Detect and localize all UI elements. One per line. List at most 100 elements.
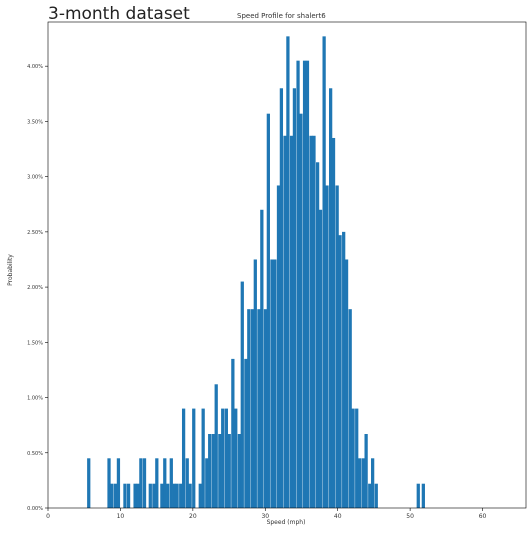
histogram-bar	[371, 458, 375, 508]
histogram-bar	[148, 483, 152, 508]
histogram-bar	[166, 483, 170, 508]
x-tick-label: 10	[117, 513, 125, 520]
histogram-bar	[172, 483, 176, 508]
histogram-bar	[152, 483, 156, 508]
histogram-bar	[198, 483, 202, 508]
y-tick-label: 4.00%	[27, 64, 43, 70]
histogram-bar	[286, 36, 290, 509]
histogram-bar	[185, 458, 189, 508]
histogram-bar	[305, 60, 310, 508]
y-axis-label: Probability	[7, 254, 14, 286]
histogram-bar	[257, 309, 261, 508]
y-axis-ticks: 0.00% 0.50% 1.00% 1.50% 2.00% 2.50% 3.00% 3.50%…	[27, 64, 48, 512]
histogram-bar	[163, 458, 167, 508]
histogram-bar	[263, 309, 268, 508]
histogram-bar	[322, 36, 326, 509]
y-tick-label: 0.50%	[27, 451, 43, 457]
histogram-bar	[87, 458, 91, 508]
histogram-bar	[368, 483, 372, 508]
chart-title: Speed Profile for shalert6	[237, 12, 326, 20]
histogram-bar	[136, 483, 140, 508]
histogram-bar	[318, 209, 323, 508]
header-title: 3-month dataset	[48, 4, 190, 24]
y-tick-label: 2.50%	[27, 230, 43, 236]
x-tick-label: 20	[189, 513, 197, 520]
histogram-bar	[312, 135, 316, 508]
x-tick-label: 40	[334, 513, 342, 520]
histogram-bars	[87, 36, 425, 509]
y-tick-label: 3.50%	[27, 119, 43, 125]
histogram-bar	[331, 137, 336, 509]
histogram-bar	[179, 483, 183, 508]
histogram-bar	[325, 185, 329, 508]
histogram-bar	[155, 458, 159, 508]
x-tick-label: 30	[261, 513, 269, 520]
histogram-bar	[253, 259, 257, 508]
histogram-bar	[214, 384, 218, 508]
histogram-bar	[218, 434, 222, 508]
histogram-bar	[421, 483, 425, 508]
histogram-bar	[329, 88, 333, 509]
x-axis-label: Speed (mph)	[267, 519, 306, 526]
histogram-bar	[342, 231, 346, 509]
histogram-bar	[188, 483, 192, 508]
histogram-bar	[231, 358, 235, 508]
histogram-bar	[123, 483, 127, 508]
histogram-bar	[357, 458, 362, 508]
histogram-bar	[260, 209, 264, 508]
histogram-bar	[116, 458, 121, 508]
histogram-bar	[351, 408, 355, 508]
histogram-bar	[273, 259, 277, 508]
histogram-bar	[205, 458, 209, 508]
histogram-bar	[374, 483, 378, 508]
histogram-bar	[221, 408, 225, 508]
histogram-bar	[110, 483, 114, 508]
histogram-bar	[227, 434, 231, 508]
y-tick-label: 1.00%	[27, 396, 43, 402]
histogram-bar	[348, 309, 352, 508]
histogram-bar	[160, 483, 164, 508]
histogram-bar	[181, 408, 186, 508]
header: 3-month dataset	[48, 4, 190, 24]
histogram-bar	[234, 408, 238, 508]
histogram-bar	[296, 60, 300, 508]
histogram-bar	[240, 281, 244, 508]
histogram-bar	[175, 483, 179, 508]
y-tick-label: 1.50%	[27, 340, 43, 346]
histogram-bar	[237, 434, 242, 508]
histogram-bar	[355, 408, 359, 508]
plot-frame	[47, 21, 527, 509]
histogram-bar	[247, 309, 251, 508]
histogram-bar	[315, 162, 320, 508]
histogram-bar	[283, 135, 287, 508]
histogram-bar	[201, 408, 205, 508]
y-tick-label: 3.00%	[27, 175, 43, 181]
histogram-bar	[250, 309, 255, 508]
histogram-bar	[276, 185, 281, 508]
histogram-bar	[270, 259, 274, 508]
y-tick-label: 0.00%	[27, 506, 43, 512]
histogram-bar	[224, 408, 228, 508]
histogram-bar	[244, 358, 248, 508]
histogram-bar	[416, 483, 420, 508]
histogram-bar	[192, 408, 196, 508]
histogram-bar	[107, 458, 111, 508]
histogram-bar	[344, 259, 349, 508]
histogram-bar	[338, 235, 342, 508]
histogram-bar	[309, 135, 313, 508]
x-tick-label: 0	[46, 513, 50, 520]
y-tick-label: 2.00%	[27, 285, 43, 291]
histogram-bar	[299, 113, 303, 509]
histogram-bar	[126, 483, 131, 508]
histogram-bar	[292, 88, 297, 509]
histogram-bar	[211, 434, 215, 508]
histogram-bar	[289, 135, 294, 508]
histogram-bar	[133, 483, 137, 508]
histogram-bar	[335, 185, 339, 508]
x-axis-ticks: 0 10 20 30 40 50 60	[46, 508, 487, 520]
histogram-bar	[113, 483, 118, 508]
x-tick-label: 50	[406, 513, 414, 520]
histogram-bar	[266, 113, 270, 509]
histogram-bar	[364, 434, 368, 508]
